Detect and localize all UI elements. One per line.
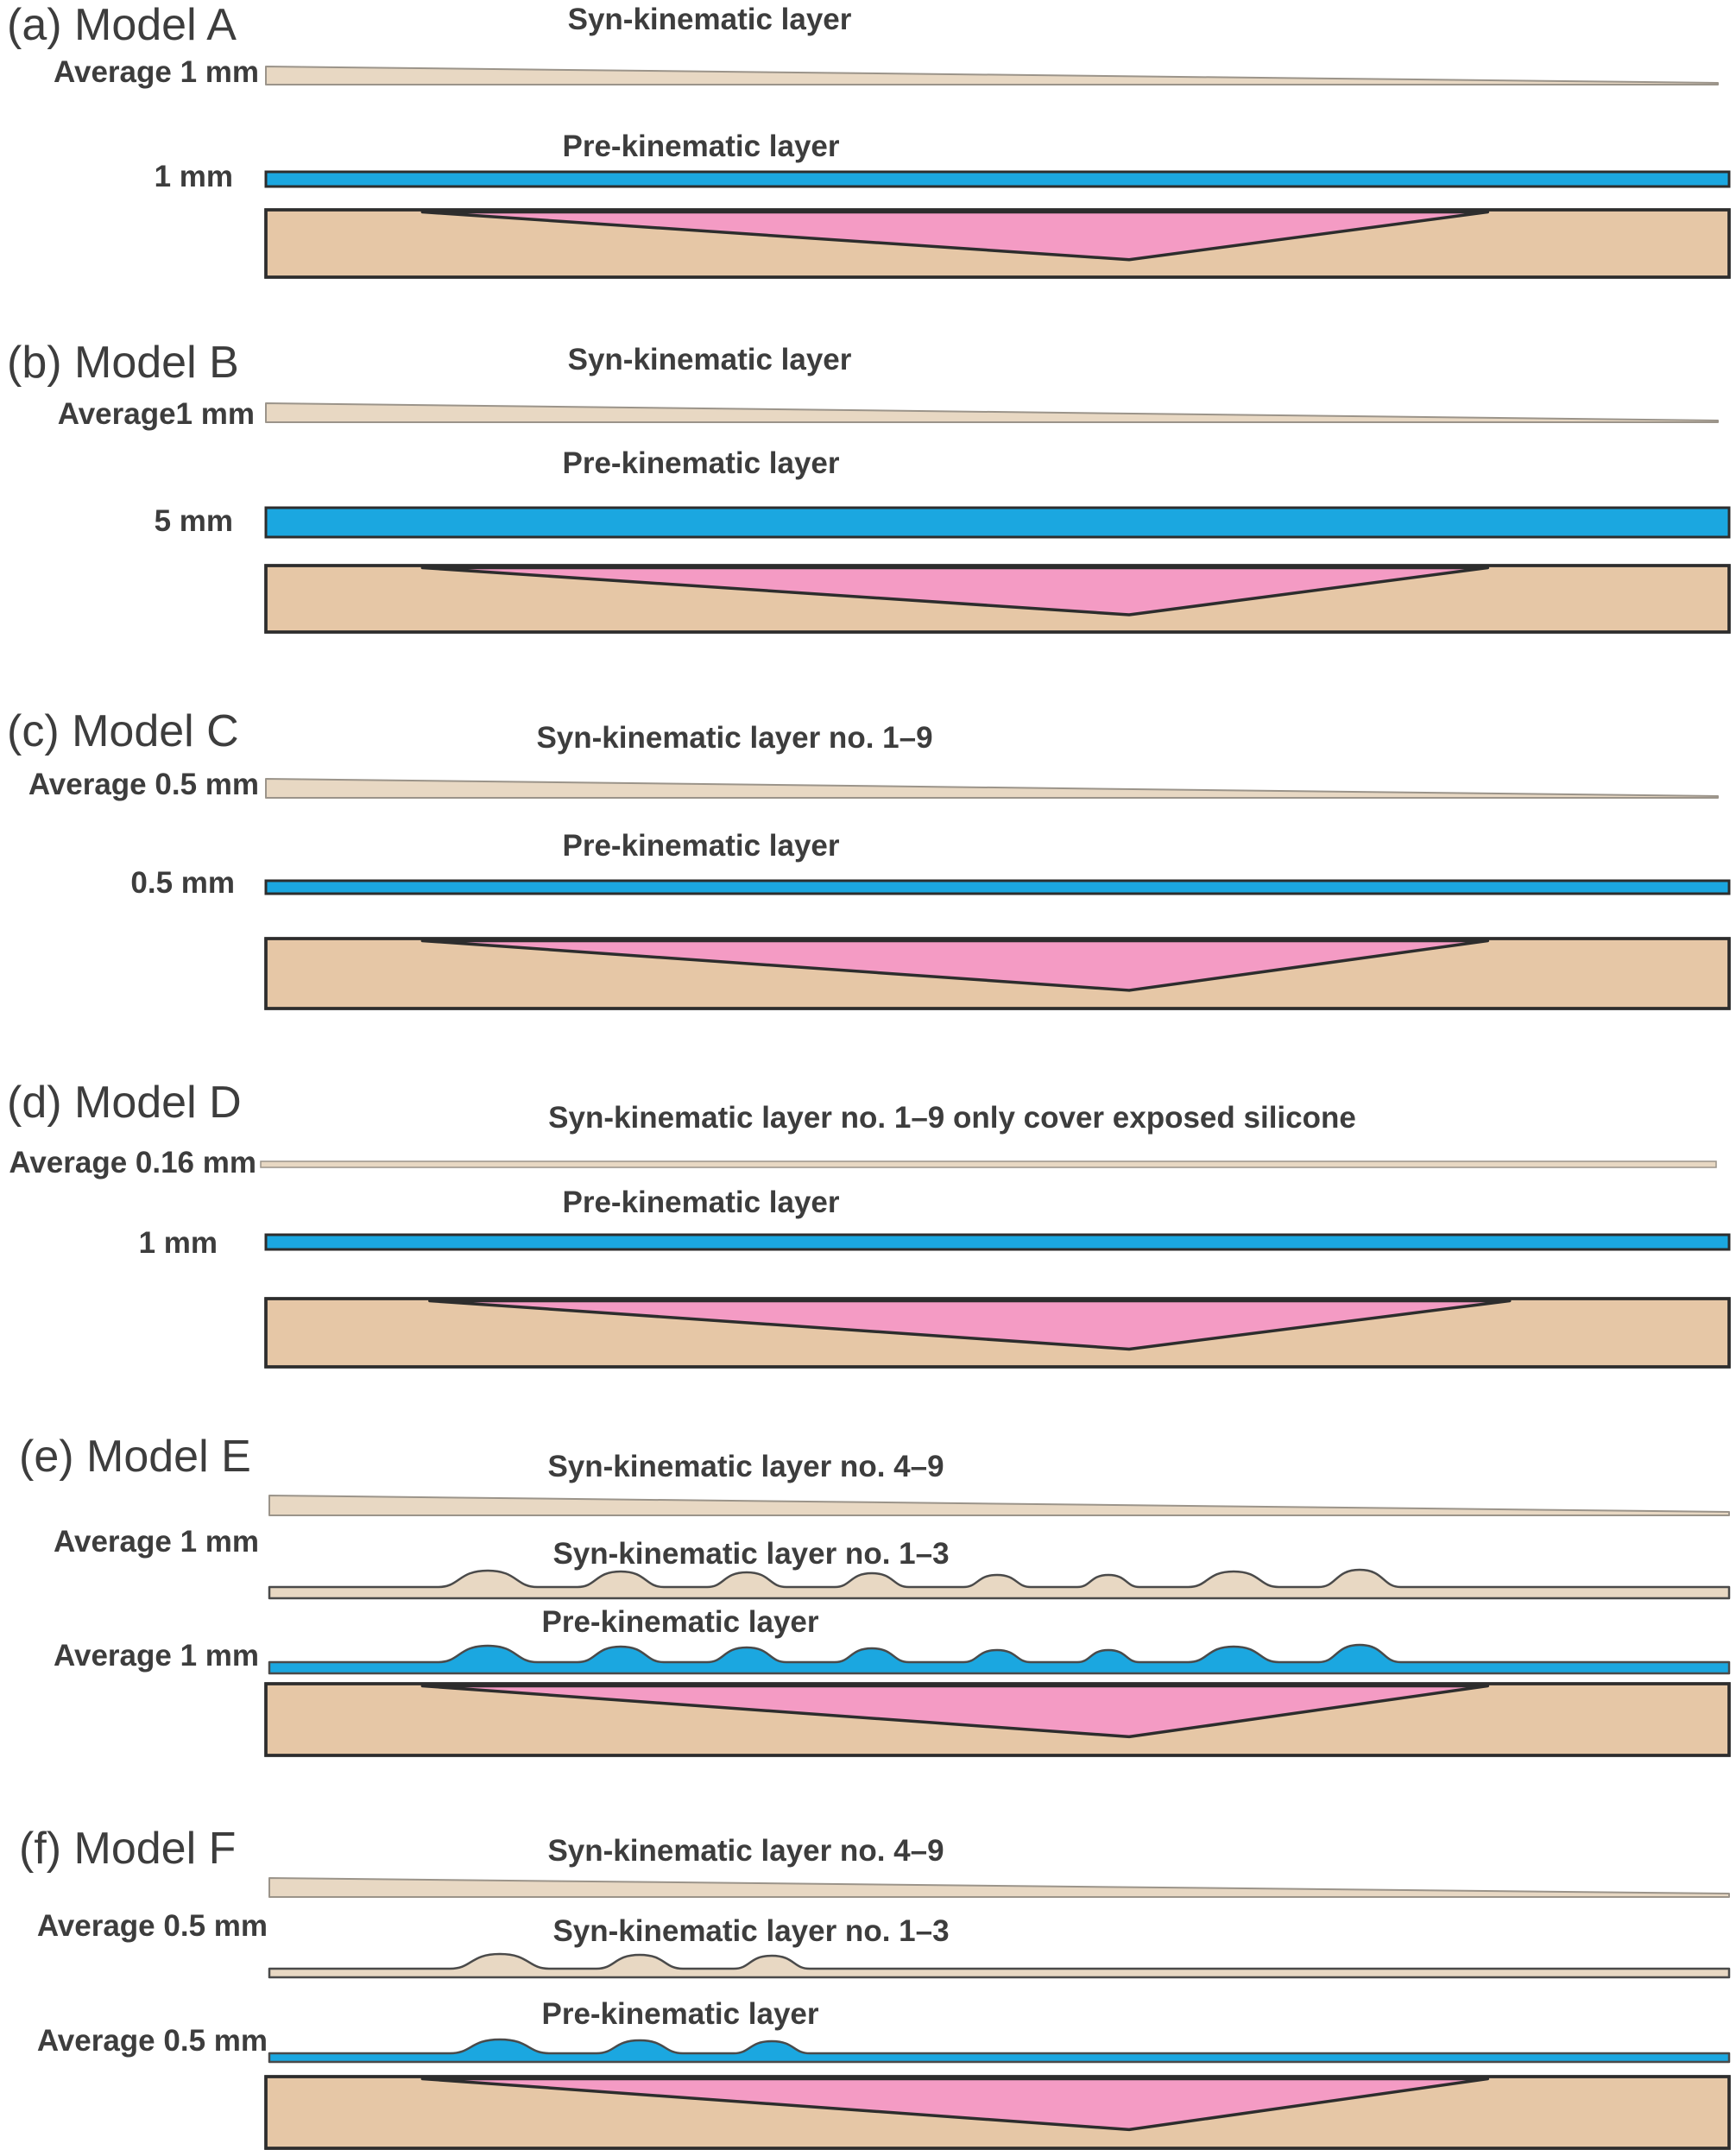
panel-b-avg-label: Average1 mm (58, 397, 255, 431)
panel-b-syn-title: Syn-kinematic layer (568, 343, 852, 376)
panel-f-syn-title-upper: Syn-kinematic layer no. 4–9 (547, 1834, 944, 1868)
panel-a-pre-title: Pre-kinematic layer (562, 130, 839, 163)
panel-c-thickness-label: 0.5 mm (130, 866, 235, 900)
panel-b: (b) Model B Syn-kinematic layer Average1 m… (7, 338, 1731, 634)
panel-c: (c) Model C Syn-kinematic layer no. 1–9 Av… (7, 706, 1731, 1010)
panel-f-syn-kinematic-bumpy-layer (268, 1952, 1731, 1979)
panel-f-avg-label-upper: Average 0.5 mm (37, 1909, 268, 1943)
panel-f-base-layer-outline (264, 2075, 1731, 2150)
panel-d-silicone-pink-wedge (428, 1299, 1512, 1351)
panel-e-avg-label-lower: Average 1 mm (54, 1639, 259, 1673)
panel-b-pre-title: Pre-kinematic layer (562, 446, 839, 480)
panel-d-base-layer-outline (264, 1297, 1731, 1369)
panel-a-syn-title: Syn-kinematic layer (568, 3, 852, 36)
panel-e-syn-kinematic-bumpy-layer (268, 1568, 1731, 1600)
panel-c-avg-label: Average 0.5 mm (28, 768, 259, 801)
panel-e-silicone-pink-wedge (420, 1684, 1490, 1739)
panel-f: (f) Model F Syn-kinematic layer no. 4–9 Av… (19, 1824, 1731, 2150)
panel-f-header: (f) Model F (19, 1824, 236, 1874)
panel-e-pre-kinematic-bumpy-layer (268, 1643, 1731, 1675)
panel-b-syn-kinematic-wedge (265, 402, 1719, 423)
panel-e-base-layer-outline (264, 1682, 1731, 1757)
panel-d-thickness-label: 1 mm (139, 1226, 218, 1260)
panel-c-pre-kinematic-bar (264, 879, 1731, 895)
panel-a-silicone-pink-wedge (420, 210, 1490, 262)
panel-d-avg-label: Average 0.16 mm (9, 1146, 256, 1179)
panel-e-avg-label-upper: Average 1 mm (54, 1525, 259, 1559)
panel-a: (a) Model A Syn-kinematic layer Average 1 … (7, 0, 1731, 279)
panel-f-silicone-pink-wedge (420, 2077, 1490, 2132)
panel-b-pre-kinematic-bar (264, 506, 1731, 539)
panel-a-avg-label: Average 1 mm (54, 55, 259, 89)
panel-d-syn-kinematic-thin-strip (260, 1160, 1717, 1168)
panel-a-header: (a) Model A (7, 0, 237, 50)
panel-b-header: (b) Model B (7, 338, 239, 388)
panel-d-syn-title: Syn-kinematic layer no. 1–9 only cover e… (548, 1101, 1356, 1135)
panel-e-syn-kinematic-wedge (268, 1495, 1730, 1516)
panel-c-silicone-pink-wedge (420, 939, 1490, 992)
panel-d-pre-title: Pre-kinematic layer (562, 1186, 839, 1219)
panel-f-avg-label-lower: Average 0.5 mm (37, 2024, 268, 2058)
panel-f-pre-title: Pre-kinematic layer (541, 1997, 818, 2031)
panel-a-base-layer-outline (264, 208, 1731, 279)
panel-e-header: (e) Model E (19, 1432, 251, 1482)
panel-a-syn-kinematic-wedge (265, 66, 1719, 85)
panel-c-header: (c) Model C (7, 706, 239, 756)
panel-b-base-layer-outline (264, 564, 1731, 634)
panel-a-pre-kinematic-bar (264, 170, 1731, 188)
panel-d-header: (d) Model D (7, 1078, 242, 1128)
panel-b-thickness-label: 5 mm (155, 504, 233, 538)
panel-e-syn-title-lower: Syn-kinematic layer no. 1–3 (552, 1537, 949, 1571)
panel-b-silicone-pink-wedge (420, 566, 1490, 617)
panel-f-pre-kinematic-bumpy-layer (268, 2038, 1731, 2064)
panel-c-base-layer-outline (264, 937, 1731, 1010)
panel-d-pre-kinematic-bar (264, 1233, 1731, 1251)
panel-e: (e) Model E Syn-kinematic layer no. 4–9 Av… (19, 1432, 1731, 1757)
panel-e-pre-title: Pre-kinematic layer (541, 1605, 818, 1639)
panel-e-syn-title-upper: Syn-kinematic layer no. 4–9 (547, 1450, 944, 1483)
panel-c-syn-title: Syn-kinematic layer no. 1–9 (536, 721, 932, 755)
panel-d: (d) Model D Syn-kinematic layer no. 1–9 o… (7, 1078, 1731, 1369)
panel-c-syn-kinematic-wedge (265, 778, 1719, 799)
panel-f-syn-title-lower: Syn-kinematic layer no. 1–3 (552, 1914, 949, 1948)
panel-f-syn-kinematic-wedge (268, 1877, 1730, 1898)
panel-c-pre-title: Pre-kinematic layer (562, 829, 839, 863)
panel-a-thickness-label: 1 mm (155, 160, 233, 193)
